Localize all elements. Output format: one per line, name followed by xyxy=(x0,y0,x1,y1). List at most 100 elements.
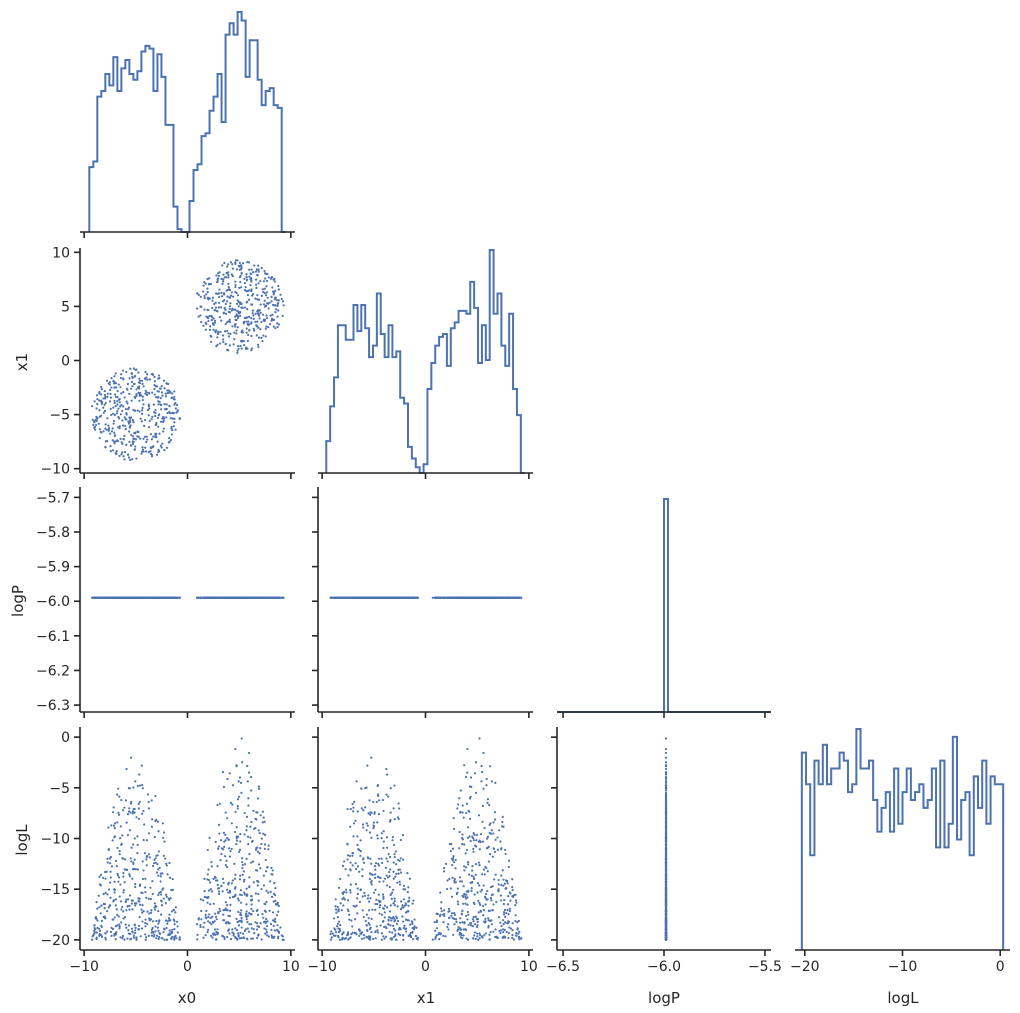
scatter-point xyxy=(256,309,260,312)
scatter-point xyxy=(477,814,481,817)
scatter-point xyxy=(149,911,153,914)
scatter-point xyxy=(364,806,367,809)
scatter-point xyxy=(240,893,243,897)
scatter-point xyxy=(121,934,125,938)
scatter-point xyxy=(196,933,199,936)
scatter-point xyxy=(385,874,388,877)
scatter-point xyxy=(106,417,109,420)
scatter-point xyxy=(93,929,96,933)
scatter-point xyxy=(230,882,233,885)
scatter-point xyxy=(389,904,392,907)
scatter-point xyxy=(511,922,514,925)
scatter-point xyxy=(486,870,489,873)
scatter-point xyxy=(359,839,362,842)
scatter-point xyxy=(256,294,259,297)
scatter-point xyxy=(354,596,357,599)
scatter-point xyxy=(107,596,110,599)
scatter-point xyxy=(141,891,144,895)
scatter-point xyxy=(135,596,138,599)
scatter-point xyxy=(249,284,252,287)
scatter-point xyxy=(376,931,380,934)
scatter-point xyxy=(380,932,383,935)
scatter-point xyxy=(210,934,213,937)
scatter-point xyxy=(487,596,490,599)
scatter-point xyxy=(112,918,115,921)
scatter-point xyxy=(164,857,167,860)
scatter-point xyxy=(169,438,173,442)
scatter-point xyxy=(356,810,359,813)
scatter-point xyxy=(206,308,209,311)
scatter-point xyxy=(346,858,349,861)
scatter-point xyxy=(349,889,352,892)
scatter-point xyxy=(113,827,116,830)
scatter-point xyxy=(100,388,103,391)
scatter-point xyxy=(247,320,250,323)
scatter-point xyxy=(217,823,221,826)
scatter-point xyxy=(354,819,357,822)
scatter-point xyxy=(255,324,258,327)
scatter-point xyxy=(349,825,352,828)
scatter-point xyxy=(509,892,512,895)
scatter-point xyxy=(165,596,168,599)
scatter-point xyxy=(250,923,253,926)
scatter-point xyxy=(128,787,131,790)
scatter-point xyxy=(95,901,98,904)
scatter-point xyxy=(376,834,379,837)
scatter-point xyxy=(153,902,156,905)
scatter-point xyxy=(164,919,168,922)
scatter-point xyxy=(174,906,178,909)
scatter-point xyxy=(138,381,141,385)
scatter-point xyxy=(407,904,410,907)
x-tick-label: −10 xyxy=(69,959,99,975)
scatter-point xyxy=(358,934,361,937)
scatter-point xyxy=(459,917,462,920)
scatter-point xyxy=(95,418,98,421)
scatter-point xyxy=(107,888,111,891)
scatter-point xyxy=(137,897,140,900)
scatter-point xyxy=(131,442,135,446)
scatter-point xyxy=(239,344,242,348)
scatter-point xyxy=(229,294,233,297)
scatter-point xyxy=(455,596,458,599)
scatter-point xyxy=(112,412,115,415)
scatter-point xyxy=(270,317,274,320)
scatter-point xyxy=(466,836,470,839)
x-tick-label: 0 xyxy=(183,959,192,975)
scatter-point xyxy=(330,936,333,939)
scatter-point xyxy=(138,773,141,776)
scatter-point xyxy=(236,938,239,941)
scatter-point xyxy=(144,389,147,392)
scatter-point xyxy=(255,928,259,931)
scatter-point xyxy=(374,908,377,911)
scatter-point xyxy=(164,893,168,896)
scatter-point xyxy=(252,317,255,320)
scatter-point xyxy=(343,898,346,901)
scatter-point xyxy=(149,433,153,436)
scatter-point xyxy=(109,930,113,934)
scatter-point xyxy=(222,881,225,884)
scatter-point xyxy=(142,838,145,842)
scatter-point xyxy=(477,861,481,864)
scatter-point xyxy=(461,811,464,814)
scatter-point xyxy=(159,420,163,423)
scatter-point xyxy=(169,937,173,940)
scatter-point xyxy=(146,378,149,381)
scatter-point xyxy=(472,839,476,842)
scatter-point xyxy=(336,916,340,919)
scatter-point xyxy=(374,596,377,599)
scatter-point xyxy=(337,908,340,911)
scatter-point xyxy=(227,838,230,841)
scatter-point xyxy=(152,403,155,406)
scatter-point xyxy=(476,882,480,885)
scatter-point xyxy=(264,858,267,862)
scatter-point xyxy=(138,817,141,821)
scatter-point xyxy=(334,931,338,934)
scatter-point xyxy=(475,925,479,929)
scatter-point xyxy=(169,417,172,420)
scatter-point xyxy=(365,913,369,916)
scatter-point xyxy=(281,314,284,317)
scatter-point xyxy=(256,846,259,849)
scatter-point xyxy=(247,930,251,933)
scatter-point xyxy=(332,917,336,920)
scatter-point xyxy=(502,825,505,828)
